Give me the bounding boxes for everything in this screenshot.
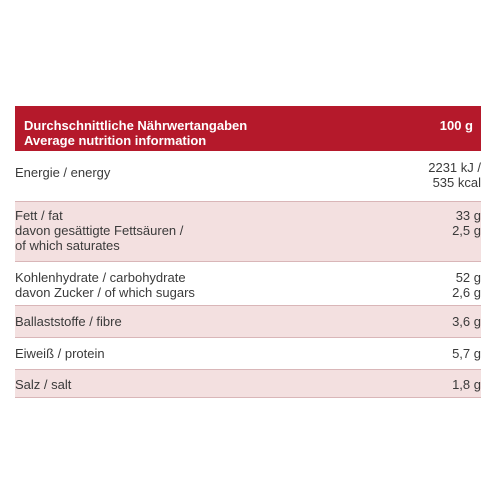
header-per-cell: 100 g bbox=[394, 106, 481, 151]
row-label: of which saturates bbox=[15, 237, 120, 253]
row-label: davon Zucker / of which sugars bbox=[15, 284, 195, 300]
row-value: 535 kcal bbox=[432, 175, 481, 190]
row-label: davon gesättigte Fettsäuren / bbox=[15, 222, 184, 238]
header-per-100g: 100 g bbox=[439, 118, 473, 133]
header-title-de: Durchschnittliche Nährwertangaben bbox=[24, 118, 248, 133]
row-label: Energie / energy bbox=[15, 165, 111, 180]
header-title-cell: Durchschnittliche Nährwertangaben Averag… bbox=[15, 106, 395, 151]
table-row-salt: Salz / salt 1,8 g bbox=[15, 369, 481, 398]
nutrition-table: Durchschnittliche Nährwertangaben Averag… bbox=[15, 106, 481, 398]
row-value: 33 g bbox=[455, 207, 481, 223]
row-label: Salz / salt bbox=[15, 376, 72, 392]
table-row-energy: Energie / energy 2231 kJ / 535 kcal bbox=[15, 157, 481, 202]
row-value: 5,7 g bbox=[452, 345, 481, 361]
row-label: Ballaststoffe / fibre bbox=[15, 313, 122, 329]
table-row-fibre: Ballaststoffe / fibre 3,6 g bbox=[15, 305, 481, 338]
row-value: 1,8 g bbox=[452, 376, 481, 392]
row-value: 3,6 g bbox=[452, 313, 481, 329]
row-value: 2,6 g bbox=[452, 284, 481, 300]
table-row-carbohydrate: Kohlenhydrate / carbohydrate davon Zucke… bbox=[15, 261, 481, 306]
table-row-fat: Fett / fat davon gesättigte Fettsäuren /… bbox=[15, 201, 481, 262]
header-title-en: Average nutrition information bbox=[24, 133, 207, 148]
row-label: Kohlenhydrate / carbohydrate bbox=[15, 269, 186, 285]
row-label: Eiweiß / protein bbox=[15, 345, 105, 361]
table-row-protein: Eiweiß / protein 5,7 g bbox=[15, 337, 481, 370]
row-label: Fett / fat bbox=[15, 207, 63, 223]
row-value: 52 g bbox=[455, 269, 481, 285]
table-header-row: Durchschnittliche Nährwertangaben Averag… bbox=[15, 106, 481, 151]
row-value: 2231 kJ / bbox=[428, 160, 481, 175]
row-value: 2,5 g bbox=[452, 222, 481, 238]
